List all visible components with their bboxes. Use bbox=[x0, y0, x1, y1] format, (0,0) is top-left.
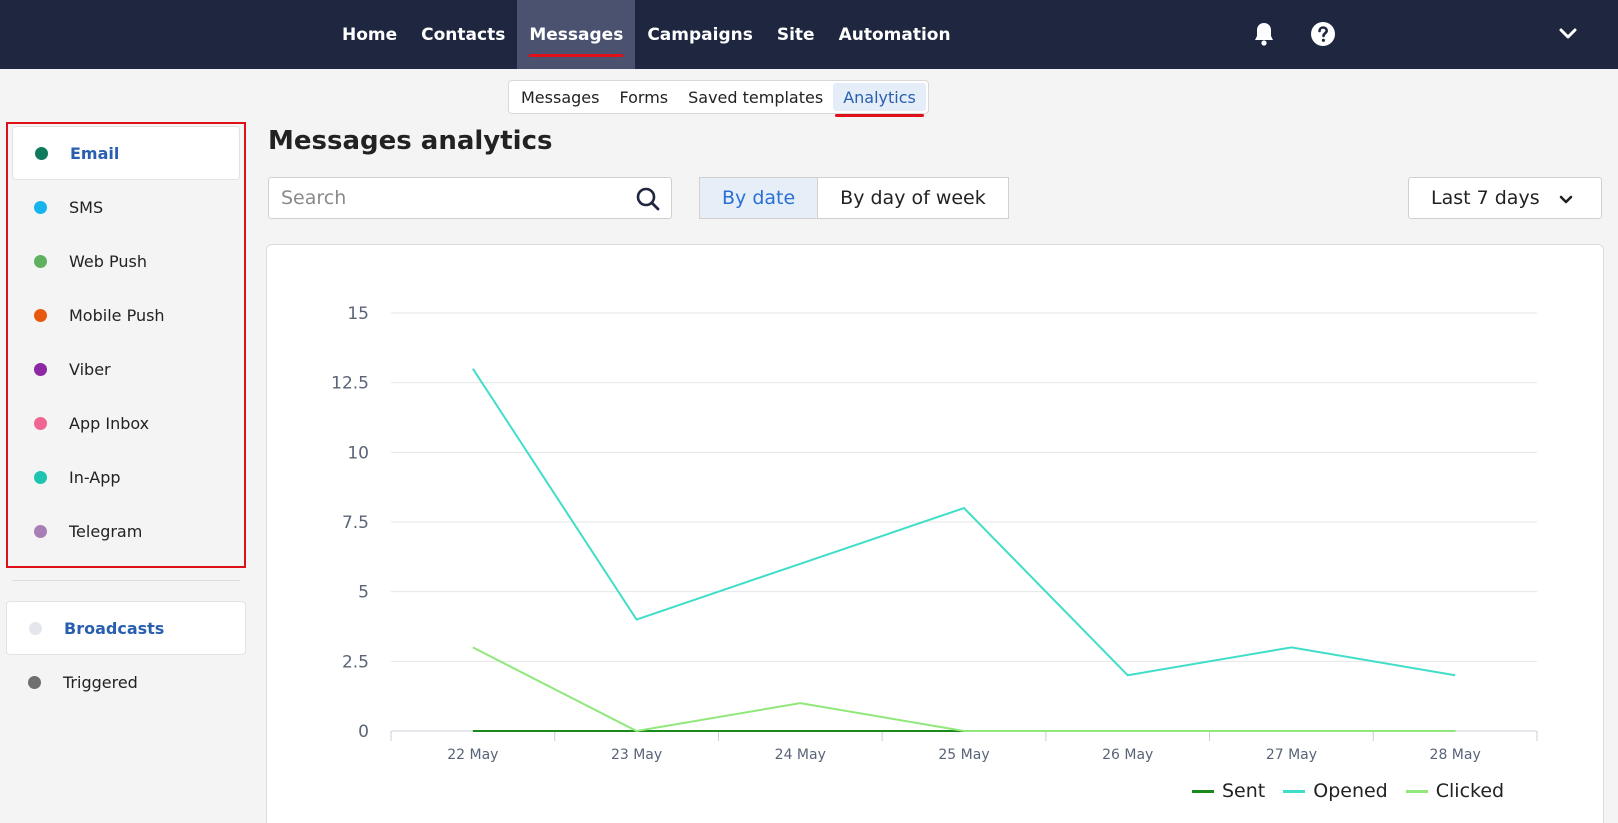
help-icon[interactable] bbox=[1309, 20, 1337, 48]
viber-dot-icon bbox=[34, 362, 47, 376]
broadcasts-dot-icon bbox=[29, 621, 42, 635]
legend-item-opened[interactable]: Opened bbox=[1283, 780, 1388, 802]
x-tick-label: 27 May bbox=[1266, 747, 1317, 763]
by-day-of-week-button[interactable]: By day of week bbox=[818, 177, 1009, 219]
nav-site[interactable]: Site bbox=[776, 24, 815, 45]
nav-contacts[interactable]: Contacts bbox=[421, 24, 506, 45]
telegram-dot-icon bbox=[34, 524, 47, 538]
y-tick-label: 2.5 bbox=[342, 652, 369, 672]
x-tick-label: 22 May bbox=[447, 747, 498, 763]
y-tick-label: 0 bbox=[358, 722, 369, 742]
nav-messages[interactable]: Messages bbox=[517, 0, 636, 69]
y-tick-label: 15 bbox=[347, 304, 369, 324]
subtab-forms[interactable]: Forms bbox=[619, 87, 669, 107]
x-tick-label: 23 May bbox=[611, 747, 662, 763]
nav-home[interactable]: Home bbox=[342, 24, 398, 45]
by-date-button[interactable]: By date bbox=[699, 177, 819, 219]
search-input[interactable] bbox=[269, 187, 619, 209]
x-tick-label: 28 May bbox=[1430, 747, 1481, 763]
email-dot-icon bbox=[35, 146, 48, 160]
sidebar-item-broadcasts[interactable]: Broadcasts bbox=[6, 601, 246, 655]
web-push-dot-icon bbox=[34, 254, 47, 268]
analytics-subnav: Messages Forms Saved templates Analytics bbox=[508, 80, 929, 117]
sms-dot-icon bbox=[34, 200, 47, 214]
search-box bbox=[268, 177, 672, 219]
chart-card: 0 2.5 5 7.5 10 12.5 15 22 May 23 May 24 May 25 May… bbox=[266, 244, 1604, 823]
bell-icon[interactable] bbox=[1250, 20, 1278, 48]
y-tick-label: 12.5 bbox=[331, 374, 369, 394]
legend-swatch bbox=[1405, 789, 1428, 793]
legend-item-sent[interactable]: Sent bbox=[1192, 780, 1265, 802]
nav-campaigns[interactable]: Campaigns bbox=[647, 24, 753, 45]
sidebar-item-label: SMS bbox=[69, 197, 104, 217]
subtab-saved-templates[interactable]: Saved templates bbox=[688, 87, 824, 107]
sidebar-item-app-inbox[interactable]: App Inbox bbox=[12, 396, 240, 450]
channel-sidebar: Email SMS Web Push Mobile Push Viber App… bbox=[6, 122, 246, 709]
triggered-dot-icon bbox=[28, 675, 41, 689]
sidebar-item-label: Web Push bbox=[69, 251, 147, 271]
nav-automation[interactable]: Automation bbox=[838, 24, 951, 45]
search-icon[interactable] bbox=[635, 186, 661, 216]
mobile-push-dot-icon bbox=[34, 308, 47, 322]
legend-label: Opened bbox=[1313, 780, 1388, 802]
sidebar-item-label: In-App bbox=[69, 467, 121, 487]
sidebar-item-email[interactable]: Email bbox=[12, 126, 240, 180]
page-title: Messages analytics bbox=[268, 126, 553, 156]
sidebar-item-web-push[interactable]: Web Push bbox=[12, 234, 240, 288]
y-tick-label: 5 bbox=[358, 583, 369, 603]
x-tick-label: 24 May bbox=[775, 747, 826, 763]
sidebar-item-mobile-push[interactable]: Mobile Push bbox=[12, 288, 240, 342]
sidebar-item-label: Viber bbox=[69, 359, 111, 379]
legend-swatch bbox=[1192, 789, 1214, 793]
sidebar-item-label: Triggered bbox=[63, 672, 138, 692]
grouping-toggle: By date By day of week bbox=[699, 177, 1009, 219]
sidebar-item-label: Telegram bbox=[69, 521, 143, 541]
date-range-value: Last 7 days bbox=[1431, 187, 1540, 209]
in-app-dot-icon bbox=[34, 470, 47, 484]
y-tick-label: 7.5 bbox=[342, 513, 369, 533]
y-tick-label: 10 bbox=[347, 443, 369, 463]
sidebar-item-label: Broadcasts bbox=[64, 618, 165, 638]
sidebar-divider bbox=[12, 580, 240, 581]
sidebar-item-in-app[interactable]: In-App bbox=[12, 450, 240, 504]
sidebar-item-sms[interactable]: SMS bbox=[12, 180, 240, 234]
main-nav: Home Contacts Messages Campaigns Site Au… bbox=[330, 0, 963, 69]
sidebar-item-telegram[interactable]: Telegram bbox=[12, 504, 240, 558]
subtab-messages[interactable]: Messages bbox=[521, 87, 600, 107]
sidebar-item-label: Email bbox=[70, 143, 120, 163]
top-navbar: Home Contacts Messages Campaigns Site Au… bbox=[0, 0, 1618, 69]
series-line-clicked bbox=[472, 646, 1456, 733]
sidebar-item-viber[interactable]: Viber bbox=[12, 342, 240, 396]
x-tick-label: 26 May bbox=[1102, 747, 1153, 763]
subtab-analytics[interactable]: Analytics bbox=[833, 83, 926, 117]
legend-item-clicked[interactable]: Clicked bbox=[1405, 780, 1505, 802]
legend-swatch bbox=[1283, 789, 1306, 793]
sidebar-item-triggered[interactable]: Triggered bbox=[6, 655, 246, 709]
legend-label: Clicked bbox=[1435, 780, 1505, 802]
date-range-select[interactable]: Last 7 days bbox=[1408, 177, 1602, 219]
chevron-down-icon[interactable] bbox=[1554, 20, 1582, 48]
legend-label: Sent bbox=[1222, 780, 1266, 802]
sidebar-item-label: Mobile Push bbox=[69, 305, 165, 325]
chart-legend: Sent Opened Clicked bbox=[1192, 780, 1504, 802]
line-chart: 0 2.5 5 7.5 10 12.5 15 22 May 23 May 24 May 25 May… bbox=[331, 304, 1538, 763]
sidebar-item-label: App Inbox bbox=[69, 413, 150, 433]
channel-list: Email SMS Web Push Mobile Push Viber App… bbox=[6, 122, 246, 568]
chevron-down-icon bbox=[1559, 190, 1573, 212]
app-inbox-dot-icon bbox=[34, 416, 47, 430]
x-tick-label: 25 May bbox=[938, 747, 989, 763]
